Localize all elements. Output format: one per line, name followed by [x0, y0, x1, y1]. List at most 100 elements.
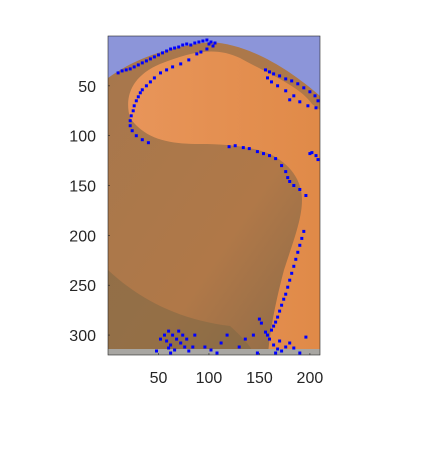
data-point: [292, 184, 296, 187]
data-point: [181, 333, 185, 337]
data-point: [175, 337, 179, 341]
data-point: [298, 100, 302, 104]
data-point: [183, 345, 187, 349]
data-point: [284, 345, 288, 349]
data-point: [268, 337, 271, 341]
data-point: [314, 154, 318, 158]
data-point: [243, 337, 247, 341]
data-point: [227, 145, 231, 149]
data-point: [270, 80, 273, 84]
data-point: [209, 348, 213, 352]
data-point: [152, 76, 156, 80]
y-tick-label: 250: [69, 278, 96, 295]
data-point: [241, 146, 245, 150]
data-point: [171, 333, 175, 337]
data-point: [138, 91, 142, 95]
x-tick-label: 100: [196, 370, 223, 387]
data-point: [116, 71, 120, 75]
data-point: [268, 154, 271, 158]
data-point: [286, 285, 290, 289]
data-point: [280, 349, 284, 353]
data-point: [161, 51, 164, 55]
data-point: [177, 45, 181, 49]
data-point: [181, 43, 185, 47]
data-point: [140, 88, 144, 92]
data-point: [171, 65, 175, 69]
data-point: [169, 47, 173, 51]
data-point: [173, 46, 177, 50]
data-point: [288, 278, 292, 282]
data-point: [187, 58, 191, 62]
data-point: [316, 158, 320, 162]
data-point: [284, 77, 288, 81]
data-point: [288, 98, 292, 102]
data-point: [120, 69, 124, 73]
data-point: [288, 341, 292, 345]
data-point: [165, 68, 169, 72]
data-point: [131, 109, 135, 113]
data-point: [148, 57, 152, 61]
data-point: [272, 343, 276, 347]
data-point: [306, 104, 310, 108]
data-point: [187, 349, 191, 353]
data-point: [292, 264, 296, 268]
data-point: [268, 70, 271, 74]
y-axis: 50 100 150 200 250 300: [69, 79, 110, 345]
data-point: [298, 188, 302, 191]
data-point: [132, 65, 136, 69]
data-point: [193, 41, 197, 45]
data-point: [213, 41, 217, 45]
data-point: [274, 351, 278, 355]
data-point: [233, 144, 237, 148]
data-point: [209, 40, 213, 44]
data-point: [286, 176, 290, 180]
data-point: [207, 42, 211, 46]
data-point: [199, 50, 203, 54]
data-point: [157, 53, 160, 57]
data-point: [132, 104, 136, 108]
data-point: [288, 180, 292, 183]
data-point: [124, 68, 128, 72]
y-tick-label: 150: [69, 179, 96, 196]
data-point: [144, 59, 148, 63]
data-point: [219, 341, 223, 345]
data-point: [128, 119, 132, 123]
data-point: [298, 351, 302, 355]
data-point: [310, 151, 314, 155]
data-point: [300, 236, 304, 240]
data-point: [255, 351, 259, 355]
data-point: [278, 74, 282, 78]
data-point: [308, 90, 312, 94]
data-point: [177, 329, 181, 333]
data-point: [144, 84, 148, 88]
data-point: [274, 157, 278, 161]
data-point: [284, 89, 288, 93]
data-point: [259, 321, 263, 325]
axes-box: [107, 35, 321, 356]
ground-strip: [108, 349, 320, 355]
data-point: [197, 40, 201, 44]
data-point: [136, 95, 140, 99]
data-point: [278, 339, 282, 343]
data-point: [155, 349, 158, 353]
data-point: [264, 68, 267, 72]
scatter-series: [116, 38, 320, 355]
data-point: [308, 152, 312, 156]
data-point: [173, 348, 177, 352]
data-point: [280, 164, 284, 168]
data-point: [130, 129, 134, 133]
data-point: [193, 333, 197, 337]
data-point: [129, 114, 133, 118]
data-point: [272, 324, 276, 328]
data-point: [251, 333, 255, 337]
data-point: [272, 72, 276, 76]
data-point: [304, 194, 308, 197]
data-point: [304, 335, 308, 339]
data-point: [185, 42, 189, 46]
data-point: [191, 345, 195, 349]
data-point: [264, 330, 267, 334]
data-point: [128, 67, 132, 71]
data-point: [302, 86, 306, 90]
data-point: [152, 55, 156, 59]
